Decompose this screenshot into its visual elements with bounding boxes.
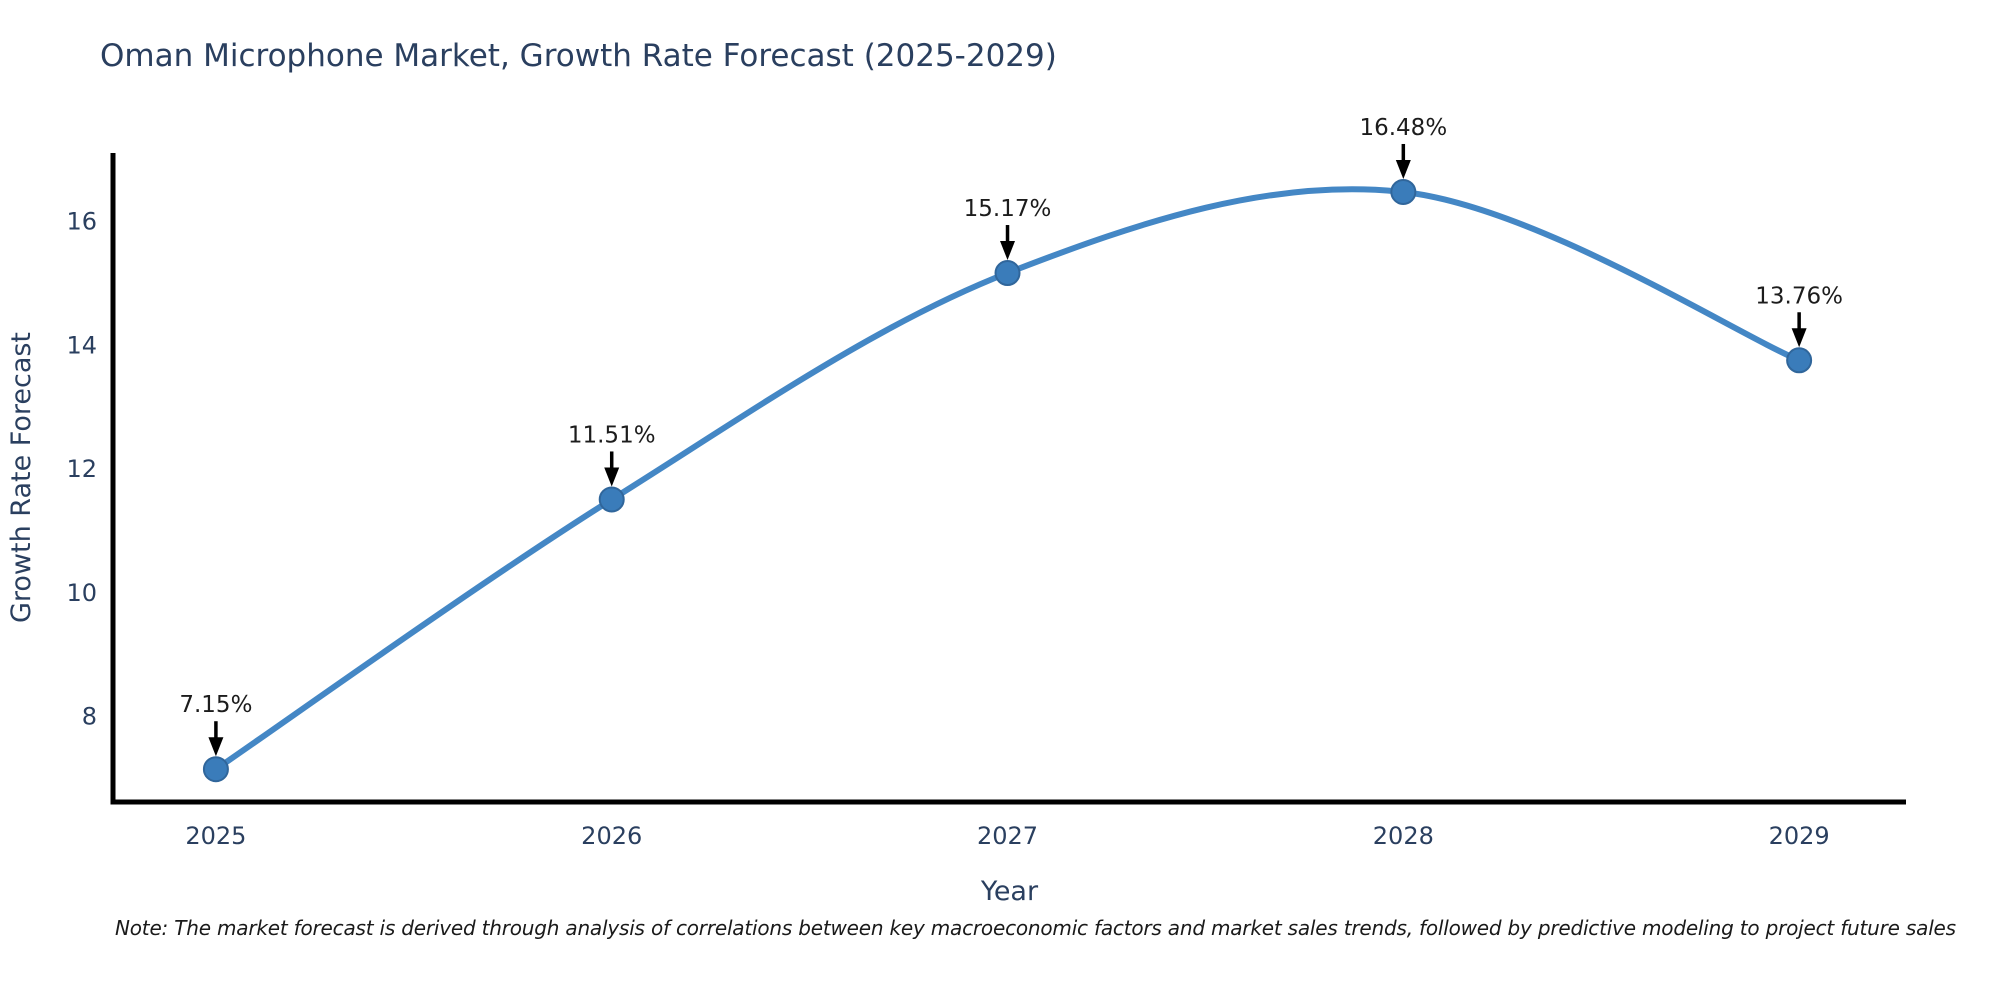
data-point-marker[interactable] [202,756,229,783]
annotation-arrowhead [604,467,620,487]
y-tick-label: 8 [82,703,97,731]
data-point-marker[interactable] [598,486,625,513]
point-value-label: 16.48% [1359,115,1447,141]
y-tick-label: 16 [66,208,97,236]
annotation-arrowhead [208,737,224,757]
annotation-arrowhead [1395,159,1411,179]
annotation-arrowhead [1000,241,1016,261]
x-tick-label: 2029 [1769,822,1830,850]
data-point-marker[interactable] [994,260,1021,287]
x-tick-label: 2026 [581,822,642,850]
chart-title: Oman Microphone Market, Growth Rate Fore… [100,38,1057,74]
footnote: Note: The market forecast is derived thr… [115,916,1956,940]
y-tick-label: 14 [66,331,97,359]
y-tick-label: 12 [66,455,97,483]
point-value-label: 13.76% [1755,283,1843,309]
x-tick-label: 2028 [1373,822,1434,850]
point-value-label: 15.17% [964,196,1052,222]
annotation-arrowhead [1791,328,1807,348]
y-tick-label: 10 [66,579,97,607]
point-value-label: 11.51% [568,422,656,448]
data-point-marker[interactable] [1786,347,1813,374]
data-point-marker[interactable] [1390,178,1417,205]
x-tick-label: 2027 [977,822,1038,850]
y-axis-title: Growth Rate Forecast [6,332,37,623]
x-tick-label: 2025 [185,822,246,850]
x-axis-title: Year [980,876,1039,907]
point-value-label: 7.15% [179,692,252,718]
